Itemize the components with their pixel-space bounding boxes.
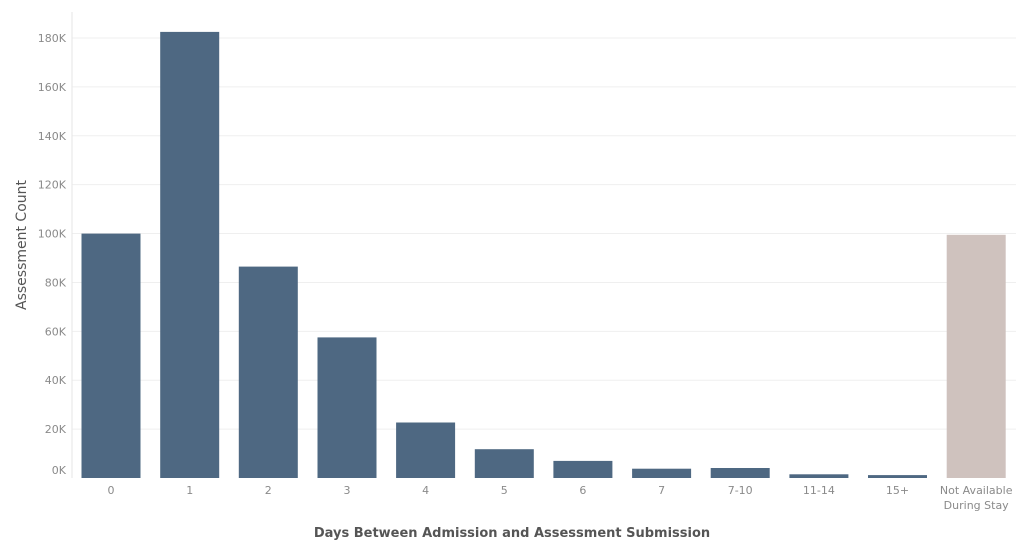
gridlines — [72, 37, 1016, 430]
y-tick-label: 140K — [38, 130, 67, 143]
y-tick-label: 80K — [45, 276, 67, 289]
bar[interactable] — [868, 475, 927, 478]
x-axis-title: Days Between Admission and Assessment Su… — [314, 526, 710, 541]
x-tick-label: 2 — [265, 484, 272, 497]
x-tick-label: 15+ — [886, 484, 909, 497]
bar[interactable] — [710, 468, 770, 478]
bar[interactable] — [474, 449, 534, 478]
y-axis-title: Assessment Count — [14, 179, 30, 310]
x-tick-label: 4 — [422, 484, 429, 497]
x-tick-label: 5 — [501, 484, 508, 497]
y-tick-label: 160K — [38, 81, 67, 94]
y-tick-label: 60K — [45, 325, 67, 338]
y-tick-label: 0K — [52, 464, 67, 477]
x-tick-label: 6 — [579, 484, 586, 497]
bar[interactable] — [317, 337, 377, 478]
y-tick-label: 20K — [45, 423, 67, 436]
y-axis-ticks: 0K 20K 40K 60K 80K 100K 120K 140K 160K 180K — [38, 32, 67, 477]
bars — [81, 31, 1006, 479]
bar[interactable] — [396, 422, 456, 479]
x-axis-ticks: 0 1 2 3 4 5 6 7 7-10 11-14 15+ Not Available During … — [108, 484, 1013, 512]
bar[interactable] — [632, 468, 692, 478]
x-tick-label: Not Available During Stay — [940, 484, 1013, 512]
y-tick-label: 100K — [38, 228, 67, 241]
y-tick-label: 180K — [38, 32, 67, 45]
bar[interactable] — [238, 266, 298, 478]
bar[interactable] — [81, 233, 141, 478]
bar[interactable] — [789, 474, 849, 478]
y-tick-label: 40K — [45, 374, 67, 387]
x-tick-label: 11-14 — [803, 484, 835, 497]
x-tick-label: 1 — [186, 484, 193, 497]
x-tick-label: 3 — [344, 484, 351, 497]
y-tick-label: 120K — [38, 179, 67, 192]
bar[interactable] — [946, 234, 1006, 478]
x-tick-label: 7 — [658, 484, 665, 497]
bar[interactable] — [160, 31, 220, 479]
x-tick-label: 0 — [108, 484, 115, 497]
x-tick-label: 7-10 — [728, 484, 753, 497]
bar[interactable] — [553, 460, 613, 478]
